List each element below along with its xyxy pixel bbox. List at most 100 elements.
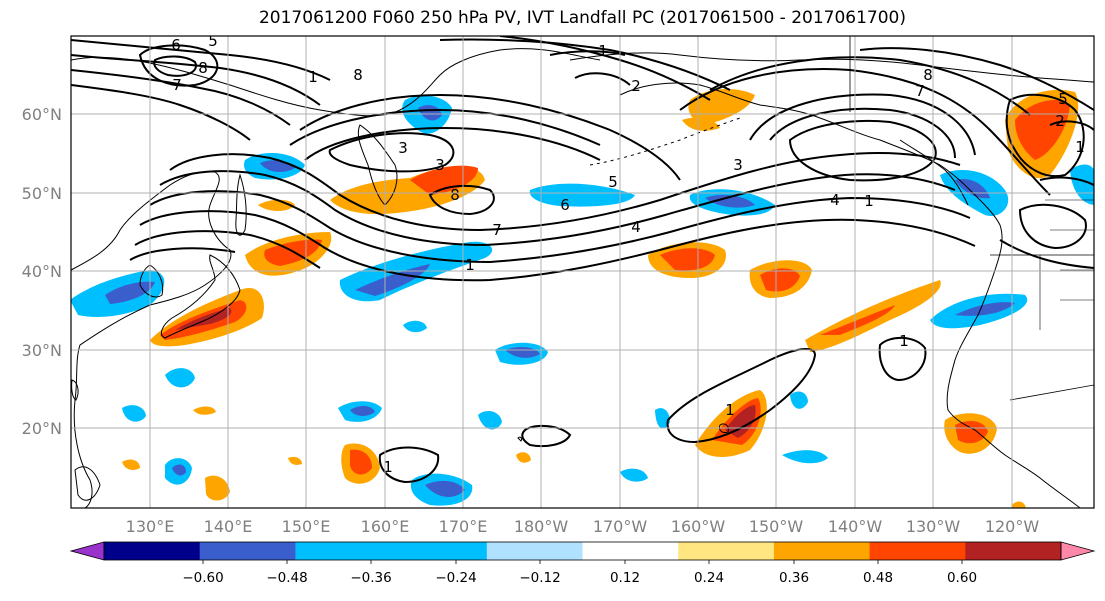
anomaly-positive-korea-core (264, 239, 322, 266)
anomaly-positive-s17 (1012, 501, 1026, 508)
coast-alaska (619, 82, 1081, 508)
lon-label: 160°E (361, 517, 410, 536)
coast-sakhalin (235, 173, 247, 236)
lon-label: 150°W (749, 517, 804, 536)
pv-label: 8 (450, 186, 460, 204)
colorbar-tick-label: −0.12 (519, 570, 560, 586)
colorbar-segment (678, 542, 775, 560)
anomaly-negative-s8 (655, 408, 670, 429)
anomaly-negative-s3 (165, 368, 195, 388)
lon-label: 140°E (204, 517, 253, 536)
anomaly-positive-s16 (516, 452, 531, 463)
lon-label: 180°W (514, 517, 569, 536)
anomaly-negative-west-coast-core (955, 302, 1015, 316)
lon-label: 140°W (828, 517, 883, 536)
colorbar-tick-label: −0.60 (182, 570, 223, 586)
colorbar-segment (965, 542, 1062, 560)
anomaly-negative-s10 (782, 450, 828, 464)
pv-label: 1 (465, 256, 475, 274)
pv-label: 1 (1075, 138, 1085, 156)
anomaly-positive-alaska-2 (682, 117, 720, 131)
pv-label: 8 (353, 66, 363, 84)
pv-label: 1 (725, 401, 735, 419)
anomaly-positive-hawaii-inner (725, 405, 756, 438)
colorbar-segment (773, 542, 871, 560)
anomaly-positive-south-b (205, 475, 230, 501)
pv-label: 5 (608, 173, 618, 191)
anomaly-positive-s13 (193, 406, 216, 415)
colorbar-segment (104, 542, 201, 560)
anomaly-positive-central-b-core (760, 268, 800, 292)
colorbar-tick-label: −0.36 (350, 570, 391, 586)
map-grid (71, 36, 1094, 508)
coast-asia (71, 171, 232, 508)
lon-label: 170°W (593, 517, 648, 536)
lat-label: 20°N (22, 419, 62, 438)
anomaly-negative-s4 (122, 405, 146, 422)
pv-label: 8 (923, 66, 933, 84)
pv-label: 1 (383, 458, 393, 476)
pv-label: 5 (1058, 90, 1068, 108)
coast-bc (899, 139, 969, 206)
lon-label: 130°E (126, 517, 175, 536)
colorbar-extend-high (1060, 541, 1096, 561)
colorbar-segment (391, 542, 488, 560)
pv-label: 7 (915, 82, 925, 100)
coast-island-small-1 (517, 436, 523, 442)
coast-philippines (74, 466, 101, 501)
colorbar-segment (199, 542, 296, 560)
colorbar-tick-label: 0.48 (863, 570, 893, 586)
pv-label: 4 (631, 218, 641, 236)
colorbar-segment (869, 542, 966, 560)
pv-label: 7 (492, 221, 502, 239)
colorbar-tick-label: 0.24 (694, 570, 724, 586)
anomaly-negative-aleutian-e-core (705, 194, 755, 208)
lat-label: 30°N (22, 341, 62, 360)
colorbar-outline (103, 541, 1062, 561)
coast-hawaii (719, 423, 729, 433)
anomaly-negative-aleutian-w (529, 183, 635, 207)
anomaly-positive-s15 (288, 456, 302, 465)
map-background (71, 36, 1094, 508)
coast-japan (161, 254, 241, 339)
pv-label: 1 (598, 42, 608, 60)
anomaly-negative-east-china-core (105, 281, 155, 304)
colorbar-extend-low (69, 541, 105, 561)
anomaly-negative-s2-core (350, 406, 375, 416)
pv-label: 5 (208, 32, 218, 50)
pv-label: 1 (864, 192, 874, 210)
anomaly-positive-s14 (122, 459, 140, 470)
pv-label: 6 (560, 196, 570, 214)
anomaly-negative-s9 (790, 391, 808, 409)
lon-label: 120°W (985, 517, 1040, 536)
pv-label: 3 (398, 139, 408, 157)
anomaly-negative-s7 (478, 410, 502, 430)
ivt-shading (71, 88, 1094, 508)
pv-label: 8 (198, 59, 208, 77)
colorbar-segment (582, 542, 679, 560)
longitude-labels: 130°E 140°E 150°E 160°E 170°E 180°W 170°W 160°W… (126, 517, 1040, 536)
anomaly-positive-kuril-core (410, 165, 478, 195)
map-title: 2017061200 F060 250 hPa PV, IVT Landfall… (258, 8, 906, 28)
anomaly-negative-s6-core (425, 480, 465, 497)
colorbar-tick-label: −0.48 (266, 570, 307, 586)
coast-alaska-north (569, 52, 1094, 83)
colorbar-tick-label: −0.24 (435, 570, 476, 586)
lon-label: 150°E (282, 517, 331, 536)
anomaly-negative-s5-core (172, 464, 186, 476)
pv-label: 3 (435, 156, 445, 174)
pv-label: 7 (172, 76, 182, 94)
anomaly-negative-s11 (620, 468, 648, 482)
pv-label: 6 (171, 36, 181, 54)
lat-label: 50°N (22, 184, 62, 203)
latitude-labels: 60°N 50°N 40°N 30°N 20°N (22, 105, 62, 438)
pv-label: 4 (830, 191, 840, 209)
anomaly-negative-s12 (403, 320, 427, 333)
lon-label: 170°E (439, 517, 488, 536)
colorbar: −0.60 −0.48 −0.36 −0.24 −0.12 0.12 0.24 0.36 0.4… (69, 541, 1096, 586)
anomaly-negative-jetstream-core (355, 264, 430, 296)
lon-label: 130°W (906, 517, 961, 536)
anomaly-positive-baja-core (955, 420, 988, 444)
